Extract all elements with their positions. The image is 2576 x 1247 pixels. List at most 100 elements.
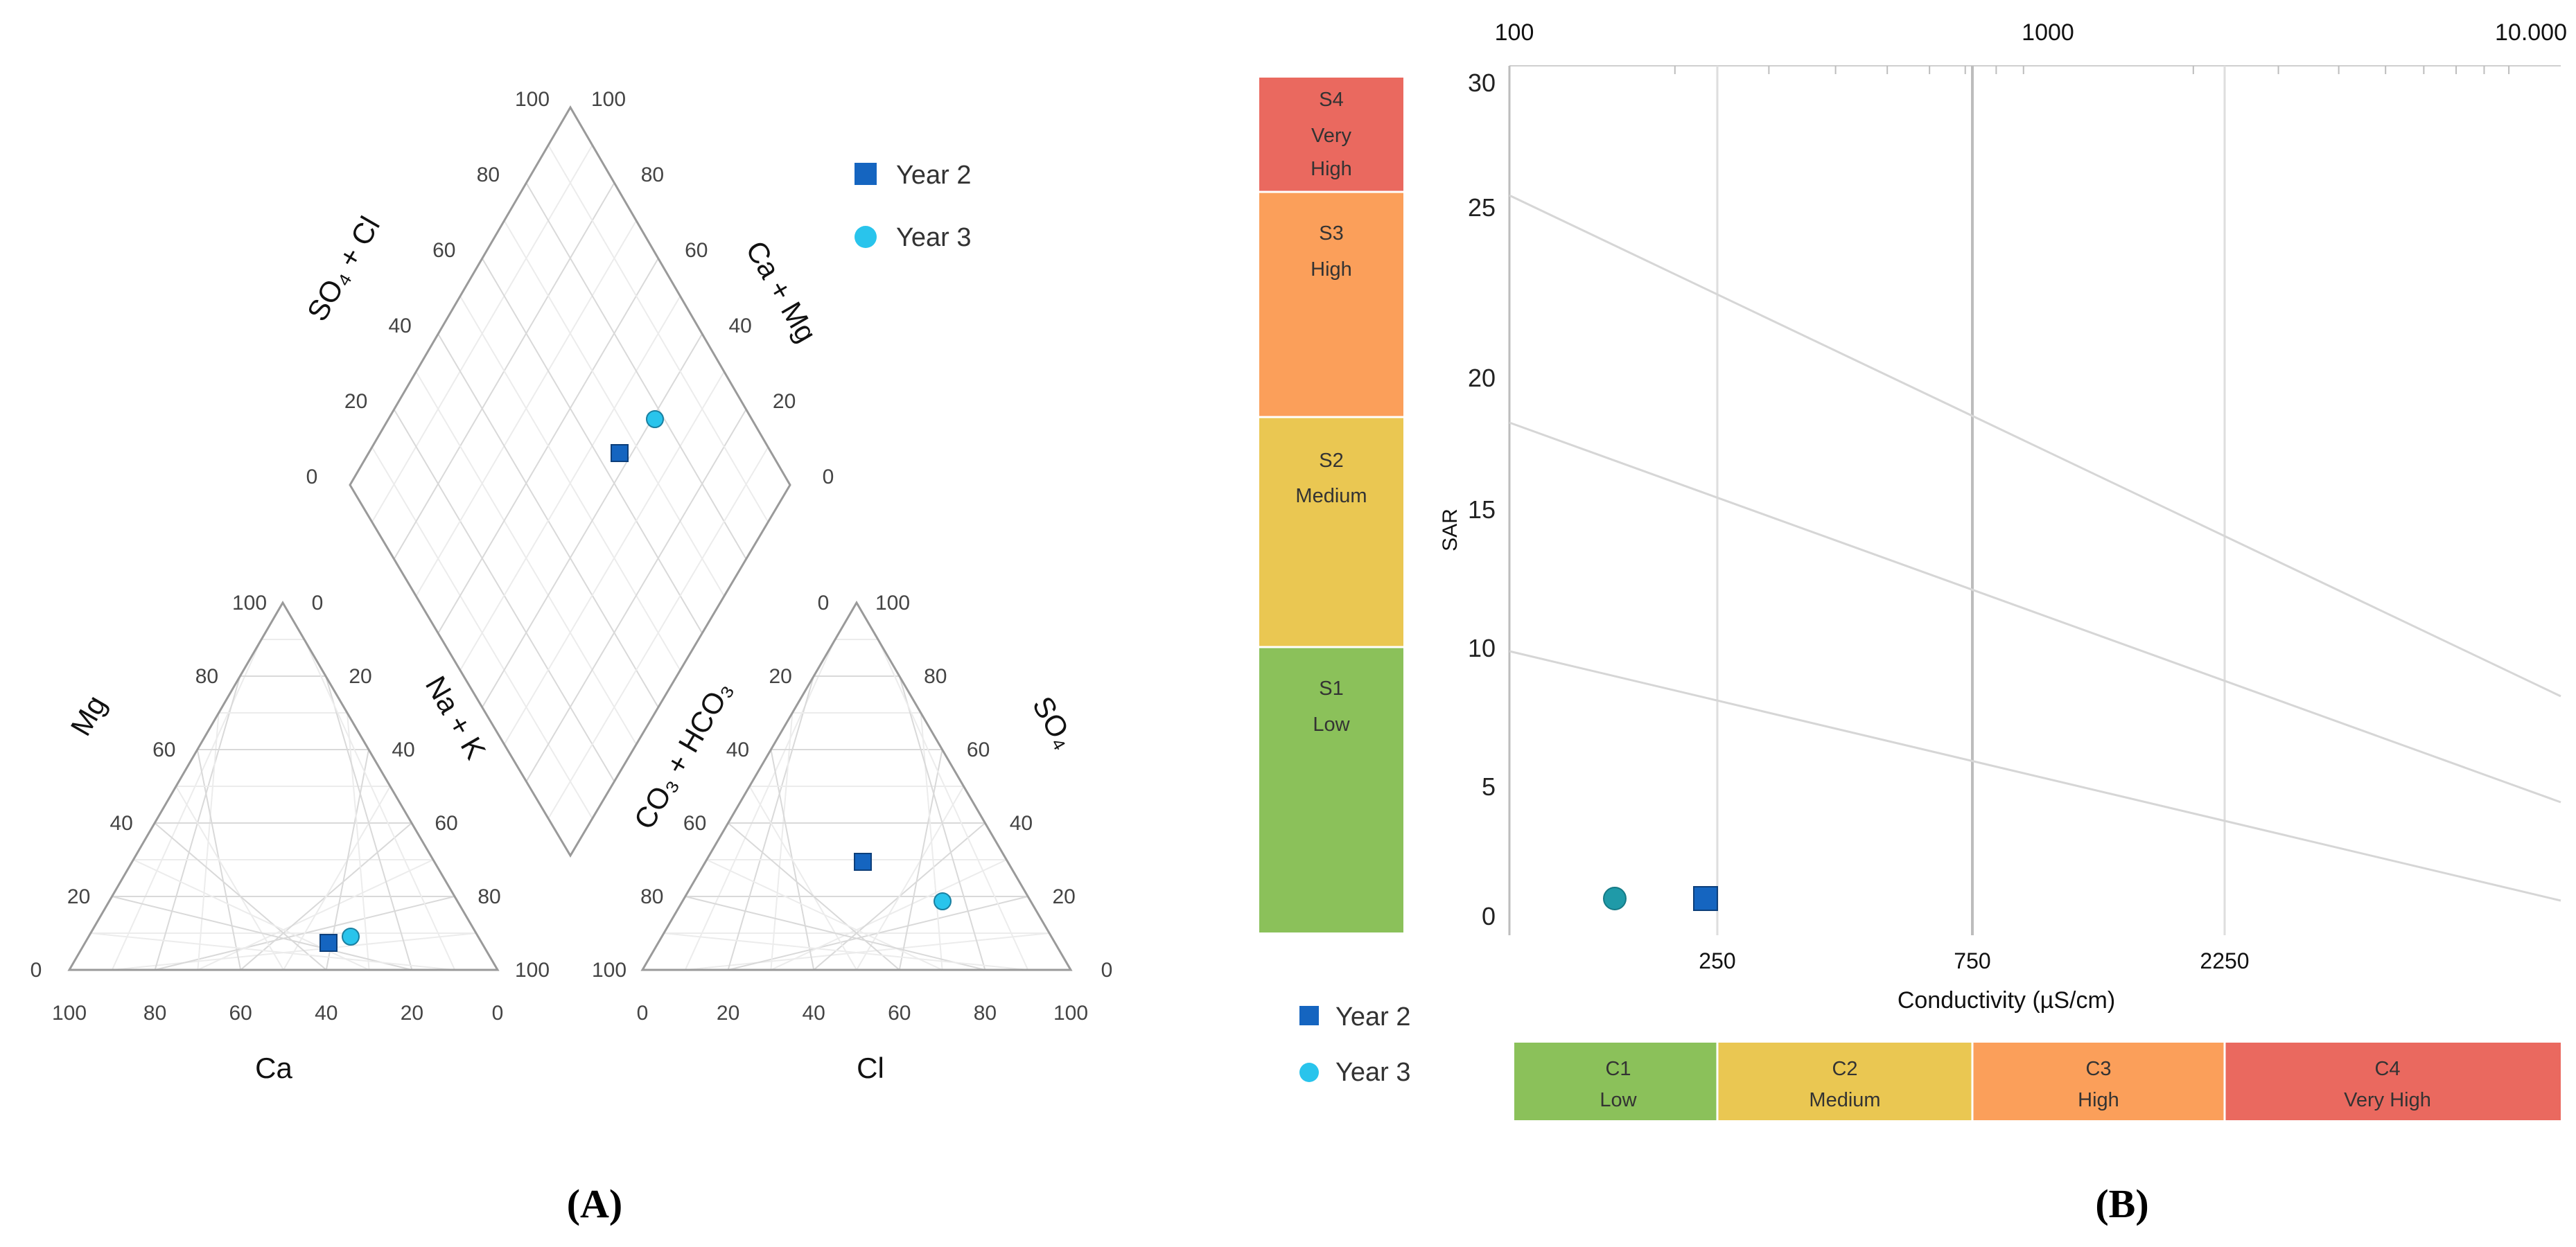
anion-left-tick: 0 bbox=[818, 592, 830, 614]
s4-zone bbox=[1259, 78, 1403, 192]
diamond-left-tick: 40 bbox=[389, 315, 412, 337]
cation-left-tick: 100 bbox=[232, 592, 267, 614]
cation-triangle-gridline bbox=[175, 786, 284, 971]
c2-zone bbox=[1717, 1043, 1972, 1120]
anion-triangle-gridline bbox=[685, 896, 985, 971]
y-tick-25: 25 bbox=[1468, 193, 1496, 222]
top-axis-label-10000: 10.000 bbox=[2495, 19, 2567, 46]
diamond-gridline bbox=[525, 409, 747, 782]
cation-triangle-gridline bbox=[154, 822, 327, 971]
piper-diamond-point-year3 bbox=[646, 410, 664, 428]
anion-bottom-tick: 20 bbox=[717, 1002, 739, 1025]
anion-bottom-tick: 40 bbox=[803, 1002, 825, 1025]
anion-triangle-gridline bbox=[663, 932, 1028, 971]
sar-boundary-line bbox=[1509, 650, 2561, 902]
cation-left-tick: 40 bbox=[110, 812, 133, 835]
anion-triangle-gridline bbox=[898, 675, 986, 971]
piper-cation-point-year2 bbox=[319, 934, 338, 952]
cation-right-tick: 0 bbox=[312, 592, 324, 614]
cation-triangle-gridline bbox=[112, 896, 412, 971]
cation-triangle-gridline bbox=[90, 932, 455, 971]
cation-right-tick: 80 bbox=[477, 885, 500, 908]
top-axis-label-1000: 1000 bbox=[2022, 19, 2074, 46]
cation-left-axis-title: Mg bbox=[64, 690, 113, 741]
anion-right-tick: 100 bbox=[875, 592, 910, 614]
cation-triangle-gridline bbox=[304, 639, 456, 971]
anion-left-axis-title: CO₃ + HCO₃ bbox=[627, 675, 738, 835]
sar-zone-boundary-lines bbox=[1509, 194, 2561, 902]
anion-right-tick: 80 bbox=[924, 665, 947, 688]
diamond-gridline bbox=[503, 220, 725, 597]
s2-zone bbox=[1259, 417, 1403, 647]
sar-point-year3 bbox=[1603, 887, 1627, 910]
piper-diagram: 0 0 0 0 0 0 0 0 20 20 20 20 20 20 20 20 40 40 40 40 40 40 40 40… bbox=[30, 88, 1113, 1226]
salinity-diagram: S4 Very High S3 High S2 Medium S1 Low 10… bbox=[1259, 19, 2567, 1226]
anion-right-axis-title: SO₄ bbox=[1026, 691, 1082, 754]
anion-left-tick: 100 bbox=[592, 959, 627, 982]
s3-code: S3 bbox=[1319, 222, 1343, 245]
anion-left-tick: 80 bbox=[640, 885, 663, 908]
s4-name-line2: High bbox=[1311, 158, 1352, 180]
diamond-right-tick: 80 bbox=[641, 163, 664, 186]
anion-bottom-tick: 80 bbox=[974, 1002, 997, 1025]
y-tick-20: 20 bbox=[1468, 364, 1496, 392]
cation-bottom-tick: 60 bbox=[229, 1002, 252, 1025]
x-tick-250: 250 bbox=[1699, 948, 1735, 973]
piper-anion-point-year2 bbox=[854, 853, 872, 871]
diamond-right-tick: 0 bbox=[823, 466, 834, 488]
diamond-gridline bbox=[481, 333, 703, 708]
anion-triangle-gridline bbox=[898, 749, 943, 971]
cation-right-tick: 100 bbox=[515, 959, 550, 982]
cation-triangle-outline bbox=[67, 601, 500, 971]
s4-code: S4 bbox=[1319, 89, 1343, 111]
diamond-right-tick: 100 bbox=[591, 88, 626, 111]
piper-diamond-point-year2 bbox=[611, 444, 629, 462]
sar-boundary-line bbox=[1509, 421, 2561, 804]
legend-a-year2-marker bbox=[855, 163, 877, 185]
anion-triangle-gridline bbox=[706, 859, 943, 971]
c4-code: C4 bbox=[2374, 1058, 2400, 1080]
diamond-outline bbox=[349, 105, 791, 858]
s1-code: S1 bbox=[1319, 678, 1343, 700]
cation-triangle-gridline bbox=[325, 675, 413, 971]
anion-right-tick: 60 bbox=[967, 739, 990, 761]
anion-bottom-tick: 60 bbox=[888, 1002, 911, 1025]
cation-bottom-tick: 20 bbox=[401, 1002, 423, 1025]
cation-bottom-tick: 100 bbox=[52, 1002, 87, 1025]
anion-triangle-gridline bbox=[748, 786, 857, 971]
anion-bottom-tick: 0 bbox=[637, 1002, 649, 1025]
anion-bottom-tick: 100 bbox=[1053, 1002, 1088, 1025]
anion-right-tick: 20 bbox=[1053, 885, 1076, 908]
c3-code: C3 bbox=[2085, 1058, 2111, 1080]
diamond-gridline bbox=[459, 295, 681, 671]
sar-boundary-line bbox=[1509, 194, 2561, 698]
c2-code: C2 bbox=[1832, 1058, 1857, 1080]
cation-bottom-tick: 80 bbox=[143, 1002, 166, 1025]
s2-code: S2 bbox=[1319, 450, 1343, 472]
x-tick-2250: 2250 bbox=[2200, 948, 2249, 973]
c4-zone bbox=[2225, 1043, 2561, 1120]
y-tick-30: 30 bbox=[1468, 69, 1496, 97]
piper-grid bbox=[67, 105, 1073, 971]
c1-zone bbox=[1514, 1043, 1717, 1120]
cation-right-tick: 20 bbox=[349, 665, 371, 688]
s4-name-line1: Very bbox=[1311, 125, 1352, 147]
cation-right-tick: 40 bbox=[392, 739, 414, 761]
anion-bottom-axis-title: Cl bbox=[857, 1052, 884, 1084]
cation-triangle-gridline bbox=[325, 749, 369, 971]
s3-name: High bbox=[1311, 258, 1352, 281]
piper-tick-labels: 0 0 0 0 0 0 0 0 20 20 20 20 20 20 20 20 40 40 40 40 40 40 40 40… bbox=[30, 88, 1113, 1025]
diamond-gridline bbox=[547, 446, 769, 820]
cation-bottom-axis-title: Ca bbox=[255, 1052, 292, 1084]
panel-a-label: (A) bbox=[567, 1181, 623, 1226]
y-axis-title: SAR bbox=[1439, 508, 1462, 551]
s3-zone bbox=[1259, 192, 1403, 417]
top-axis-label-100: 100 bbox=[1495, 19, 1534, 46]
cation-right-axis-title: Na + K bbox=[419, 671, 492, 765]
c1-code: C1 bbox=[1605, 1058, 1631, 1080]
c4-name: Very High bbox=[2344, 1089, 2431, 1111]
cation-triangle-gridline bbox=[132, 859, 370, 971]
cation-triangle-gridline bbox=[283, 786, 391, 971]
diamond-left-axis-title: SO₄ + Cl bbox=[301, 211, 386, 326]
